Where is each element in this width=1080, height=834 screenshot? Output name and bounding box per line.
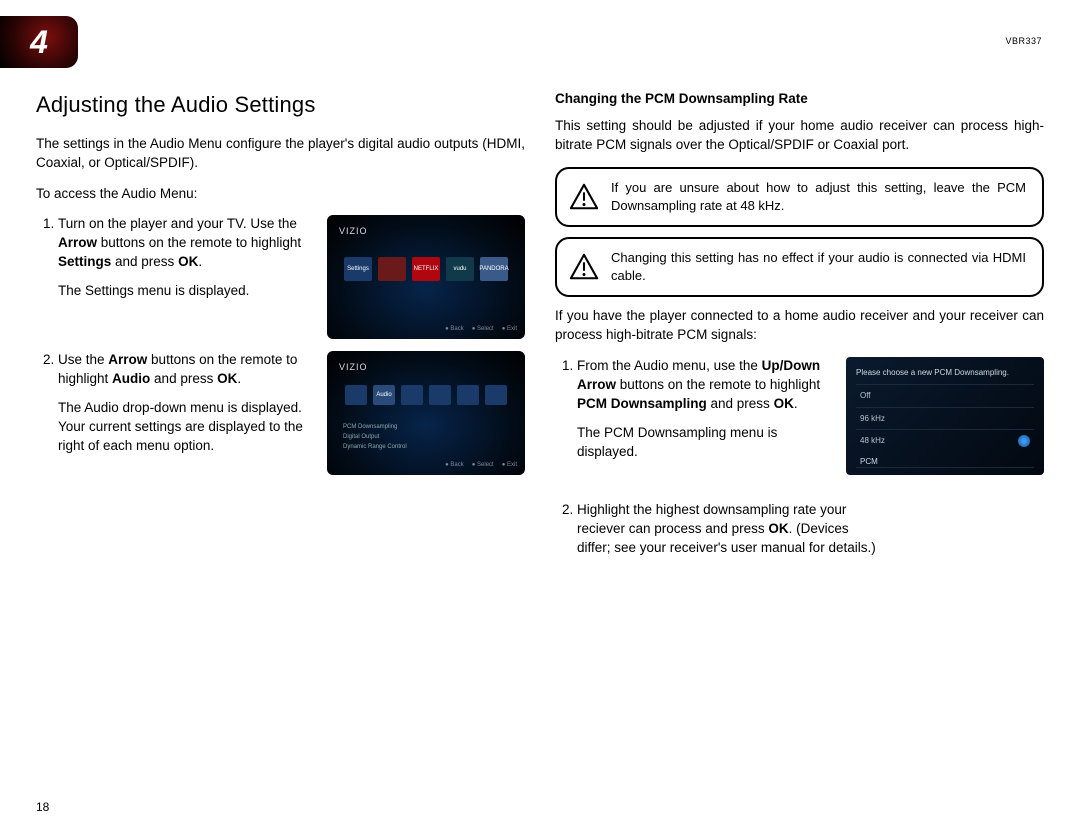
tv-tile	[401, 385, 423, 405]
intro-paragraph: The settings in the Audio Menu configure…	[36, 135, 525, 173]
screenshot-settings-menu: VIZIO SettingsNETFLIXvuduPANDORA ● Back●…	[327, 215, 525, 339]
tv-tile-row: Audio	[341, 385, 511, 405]
tv-tile	[378, 257, 406, 281]
warning-callout-1: If you are unsure about how to adjust th…	[555, 167, 1044, 227]
left-column: Adjusting the Audio Settings The setting…	[36, 90, 525, 572]
right-step-2: Highlight the highest downsampling rate …	[577, 501, 877, 558]
tv-tile: Audio	[373, 385, 395, 405]
tv-footer-item: ● Select	[472, 461, 494, 469]
content-columns: Adjusting the Audio Settings The setting…	[36, 20, 1044, 572]
tv-footer-item: ● Back	[445, 325, 464, 333]
step-2-block: Use the Arrow buttons on the remote to h…	[36, 351, 525, 481]
pcm-category-value: Off	[856, 467, 1034, 475]
section-heading: Adjusting the Audio Settings	[36, 90, 525, 121]
tv-submenu-item: Digital Output	[343, 433, 407, 443]
step-2-sub: The Audio drop-down menu is displayed. Y…	[58, 399, 315, 456]
tv-tile	[485, 385, 507, 405]
chapter-badge: 4	[0, 16, 78, 68]
tv-footer: ● Back ● Select ● Exit	[445, 461, 517, 469]
tv-tile-row: Settings NETFLIXvuduPANDORA	[341, 257, 511, 281]
right-intro: This setting should be adjusted if your …	[555, 117, 1044, 155]
pcm-option-row: 48 kHz	[856, 429, 1034, 452]
access-line: To access the Audio Menu:	[36, 185, 525, 204]
tv-tile	[429, 385, 451, 405]
tv-footer-item: ● Select	[472, 325, 494, 333]
right-column: Changing the PCM Downsampling Rate This …	[555, 90, 1044, 572]
tv-submenu-item: PCM Downsampling	[343, 423, 407, 433]
warning-callout-2: Changing this setting has no effect if y…	[555, 237, 1044, 297]
step-1-sub: The Settings menu is displayed.	[58, 282, 315, 301]
tv-brand-logo: VIZIO	[339, 225, 368, 238]
right-step-1-sub: The PCM Downsampling menu is displayed.	[577, 424, 834, 462]
pcm-option-list: Off96 kHz48 kHz	[856, 384, 1034, 451]
warning-icon	[569, 252, 599, 282]
callout-1-text: If you are unsure about how to adjust th…	[611, 180, 1026, 213]
model-number: VBR337	[1005, 36, 1042, 46]
tv-tile	[457, 385, 479, 405]
tv-tile: Settings	[344, 257, 372, 281]
selected-indicator-icon	[1018, 435, 1030, 447]
pcm-option-row: 96 kHz	[856, 407, 1034, 429]
tv-brand-logo: VIZIO	[339, 361, 368, 374]
step-1-block: Turn on the player and your TV. Use the …	[36, 215, 525, 345]
screenshot-audio-menu: VIZIO Audio PCM DownsamplingDigital Outp…	[327, 351, 525, 475]
pcm-dialog-title: Please choose a new PCM Downsampling.	[856, 367, 1034, 378]
right-step-1-block: From the Audio menu, use the Up/Down Arr…	[555, 357, 1044, 497]
right-para-2: If you have the player connected to a ho…	[555, 307, 1044, 345]
chapter-number: 4	[30, 24, 48, 61]
tv-tile: NETFLIX	[412, 257, 440, 281]
tv-tile	[345, 385, 367, 405]
page-number: 18	[36, 800, 49, 814]
pcm-option-row: Off	[856, 384, 1034, 406]
warning-icon	[569, 182, 599, 212]
pcm-category-label: PCM	[856, 456, 1034, 467]
tv-footer: ● Back ● Select ● Exit	[445, 325, 517, 333]
screenshot-pcm-menu: Please choose a new PCM Downsampling. Of…	[846, 357, 1044, 475]
tv-footer-item: ● Exit	[502, 461, 517, 469]
tv-tile: PANDORA	[480, 257, 508, 281]
callout-2-text: Changing this setting has no effect if y…	[611, 250, 1026, 283]
tv-tile: vudu	[446, 257, 474, 281]
subsection-heading: Changing the PCM Downsampling Rate	[555, 90, 1044, 109]
tv-footer-item: ● Back	[445, 461, 464, 469]
tv-submenu-item: Dynamic Range Control	[343, 443, 407, 453]
tv-footer-item: ● Exit	[502, 325, 517, 333]
tv-submenu-list: PCM DownsamplingDigital OutputDynamic Ra…	[343, 423, 407, 452]
